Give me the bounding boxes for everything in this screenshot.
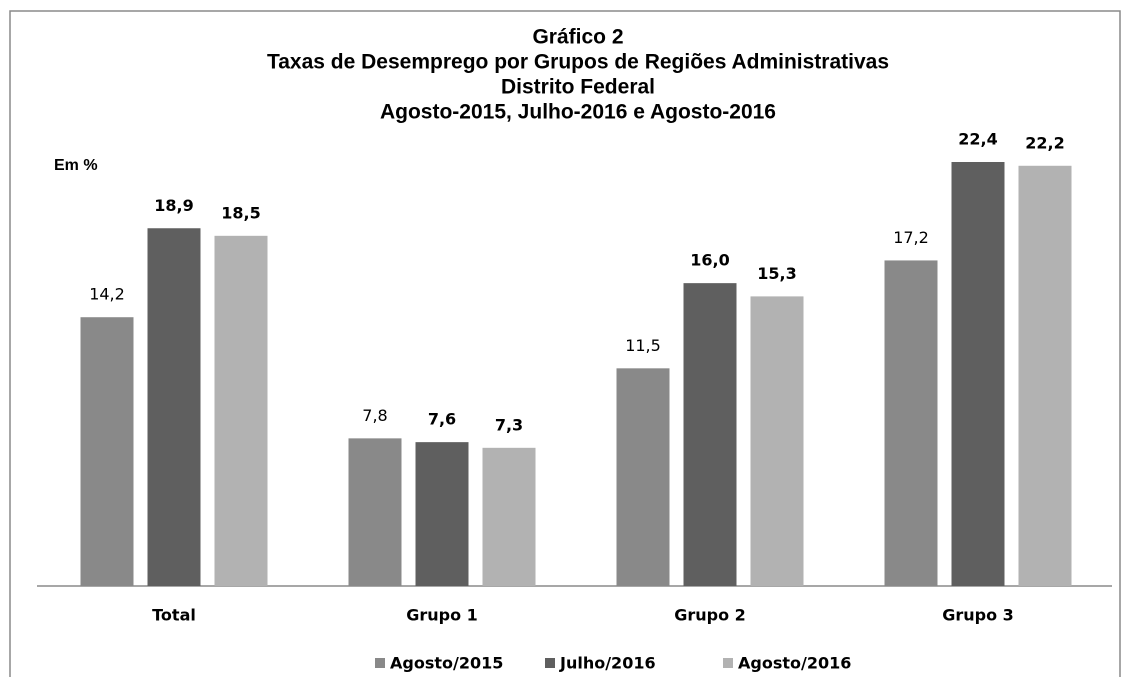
data-label: 14,2: [89, 285, 125, 304]
data-label: 22,4: [958, 130, 997, 149]
x-tick-label: Grupo 1: [406, 606, 478, 625]
chart-frame: [9, 10, 1121, 677]
data-label: 18,5: [221, 203, 260, 222]
chart-title: Distrito Federal: [501, 76, 655, 99]
data-label: 7,6: [428, 410, 456, 429]
legend-marker: [375, 658, 385, 668]
bar: [1018, 165, 1072, 587]
bar: [482, 447, 536, 586]
data-label: 11,5: [625, 336, 661, 355]
chart-title: Taxas de Desemprego por Grupos de Regiõe…: [267, 51, 889, 74]
legend-label: Agosto/2016: [738, 654, 851, 673]
bar: [616, 368, 670, 586]
data-label: 22,2: [1025, 133, 1064, 152]
x-tick-label: Total: [152, 606, 196, 625]
chart-title: Agosto-2015, Julho-2016 e Agosto-2016: [380, 101, 776, 124]
data-label: 7,8: [362, 406, 387, 425]
bar: [683, 283, 737, 586]
bar: [147, 228, 201, 586]
bar: [415, 442, 469, 586]
data-label: 16,0: [690, 251, 729, 270]
legend-marker: [723, 658, 733, 668]
x-tick-label: Grupo 2: [674, 606, 746, 625]
bar: [80, 317, 134, 586]
data-label: 7,3: [495, 415, 523, 434]
chart-title: Gráfico 2: [532, 26, 623, 49]
x-tick-label: Grupo 3: [942, 606, 1014, 625]
bar: [214, 235, 268, 587]
legend-label: Agosto/2015: [390, 654, 503, 673]
bar: [348, 438, 402, 586]
bar: [951, 162, 1005, 586]
unit-label: Em %: [54, 157, 98, 174]
data-label: 17,2: [893, 228, 929, 247]
data-label: 15,3: [757, 264, 796, 283]
bar: [750, 296, 804, 586]
data-label: 18,9: [154, 196, 193, 215]
bar: [884, 260, 938, 586]
legend-label: Julho/2016: [559, 654, 656, 673]
legend-marker: [545, 658, 555, 668]
